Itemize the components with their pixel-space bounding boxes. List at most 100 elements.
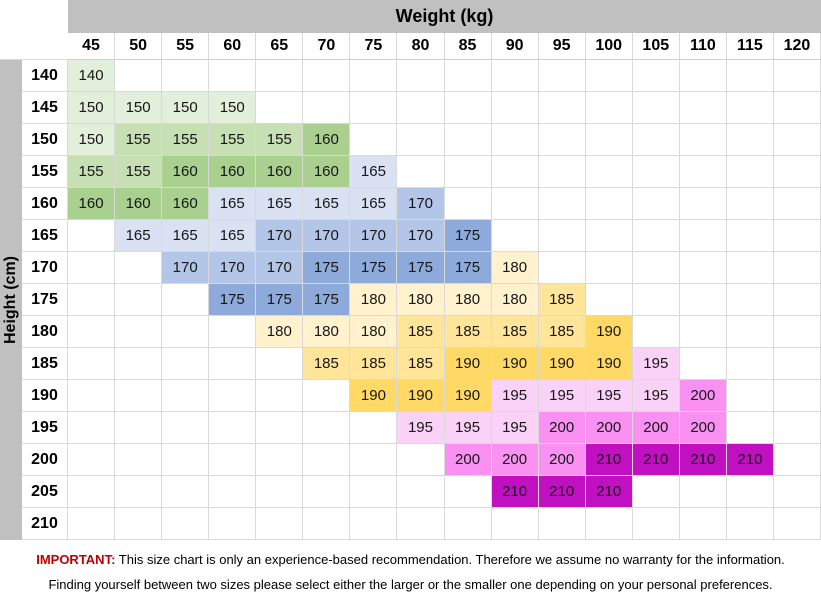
size-cell: 200 — [491, 444, 539, 476]
empty-cell — [726, 124, 774, 156]
empty-cell — [726, 60, 774, 92]
height-row-header-165: 165 — [22, 220, 68, 252]
size-cell: 150 — [115, 92, 163, 124]
empty-cell — [726, 188, 774, 220]
size-cell: 190 — [491, 348, 539, 380]
size-cell: 190 — [444, 348, 492, 380]
empty-cell — [444, 476, 492, 508]
size-cell: 150 — [68, 92, 116, 124]
size-cell: 160 — [162, 188, 210, 220]
empty-cell — [68, 252, 116, 284]
empty-cell — [491, 188, 539, 220]
empty-cell — [726, 156, 774, 188]
empty-cell — [209, 444, 257, 476]
empty-cell — [726, 252, 774, 284]
empty-cell — [679, 284, 727, 316]
size-cell: 165 — [350, 188, 398, 220]
empty-cell — [209, 476, 257, 508]
empty-cell — [256, 348, 304, 380]
size-cell: 140 — [68, 60, 116, 92]
size-cell: 165 — [303, 188, 351, 220]
empty-cell — [68, 412, 116, 444]
empty-cell — [726, 316, 774, 348]
size-cell: 210 — [726, 444, 774, 476]
weight-col-header-90: 90 — [491, 33, 539, 60]
empty-cell — [538, 188, 586, 220]
empty-cell — [726, 348, 774, 380]
empty-cell — [726, 476, 774, 508]
empty-cell — [679, 124, 727, 156]
weight-axis-band: Weight (kg) — [68, 0, 821, 33]
empty-cell — [491, 124, 539, 156]
empty-cell — [162, 380, 210, 412]
empty-cell — [209, 412, 257, 444]
empty-cell — [397, 476, 445, 508]
size-cell: 180 — [491, 284, 539, 316]
size-cell: 200 — [632, 412, 680, 444]
empty-cell — [303, 444, 351, 476]
empty-cell — [350, 92, 398, 124]
empty-cell — [68, 316, 116, 348]
size-cell: 150 — [162, 92, 210, 124]
size-cell: 185 — [491, 316, 539, 348]
empty-cell — [256, 508, 304, 540]
empty-cell — [632, 284, 680, 316]
empty-cell — [162, 60, 210, 92]
empty-cell — [303, 92, 351, 124]
empty-cell — [632, 188, 680, 220]
size-cell: 165 — [350, 156, 398, 188]
weight-col-header-60: 60 — [209, 33, 257, 60]
size-cell: 165 — [209, 188, 257, 220]
size-cell: 160 — [303, 156, 351, 188]
empty-cell — [115, 284, 163, 316]
empty-cell — [632, 220, 680, 252]
weight-col-header-115: 115 — [726, 33, 774, 60]
empty-cell — [303, 380, 351, 412]
size-cell: 180 — [397, 284, 445, 316]
size-cell: 195 — [585, 380, 633, 412]
empty-cell — [491, 508, 539, 540]
size-cell: 165 — [209, 220, 257, 252]
empty-cell — [162, 476, 210, 508]
important-note: IMPORTANT: This size chart is only an ex… — [0, 552, 821, 567]
size-cell: 195 — [538, 380, 586, 412]
size-cell: 175 — [397, 252, 445, 284]
empty-cell — [303, 508, 351, 540]
size-cell: 160 — [68, 188, 116, 220]
empty-cell — [726, 508, 774, 540]
empty-cell — [773, 124, 821, 156]
empty-cell — [162, 508, 210, 540]
weight-col-header-45: 45 — [68, 33, 116, 60]
size-cell: 175 — [256, 284, 304, 316]
height-axis-band: Height (cm) — [0, 60, 22, 540]
empty-cell — [773, 92, 821, 124]
empty-cell — [632, 156, 680, 188]
size-cell: 195 — [632, 348, 680, 380]
empty-cell — [209, 508, 257, 540]
empty-cell — [773, 156, 821, 188]
empty-cell — [773, 348, 821, 380]
height-row-header-175: 175 — [22, 284, 68, 316]
empty-cell — [68, 444, 116, 476]
empty-cell — [726, 220, 774, 252]
empty-cell — [256, 412, 304, 444]
empty-cell — [256, 380, 304, 412]
height-row-header-150: 150 — [22, 124, 68, 156]
empty-cell — [679, 316, 727, 348]
size-cell: 155 — [256, 124, 304, 156]
height-row-header-140: 140 — [22, 60, 68, 92]
empty-cell — [350, 412, 398, 444]
empty-cell — [444, 508, 492, 540]
weight-col-header-95: 95 — [538, 33, 586, 60]
size-cell: 200 — [444, 444, 492, 476]
empty-cell — [444, 156, 492, 188]
weight-col-header-105: 105 — [632, 33, 680, 60]
empty-cell — [538, 220, 586, 252]
empty-cell — [115, 348, 163, 380]
empty-cell — [679, 508, 727, 540]
empty-cell — [679, 348, 727, 380]
empty-cell — [68, 284, 116, 316]
empty-cell — [162, 284, 210, 316]
size-cell: 185 — [538, 316, 586, 348]
empty-cell — [538, 156, 586, 188]
